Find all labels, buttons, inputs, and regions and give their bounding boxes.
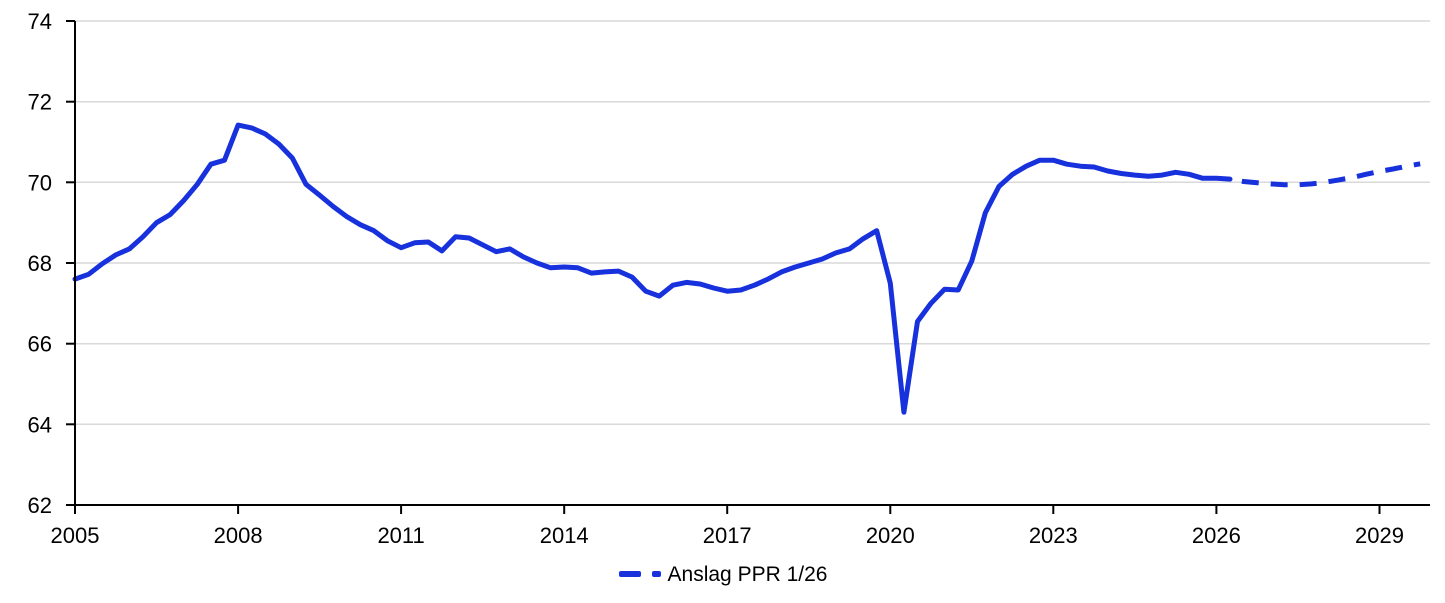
legend: Anslag PPR 1/26 [0,556,1445,592]
y-tick-label: 70 [28,170,52,195]
y-tick-label: 66 [28,332,52,357]
x-tick-label: 2017 [703,523,752,548]
legend-dash-icon [618,571,661,577]
x-tick-label: 2020 [866,523,915,548]
y-tick-label: 64 [28,412,52,437]
series-actual-line [72,122,1233,415]
x-tick-label: 2008 [214,523,263,548]
x-tick-label: 2026 [1192,523,1241,548]
y-tick-label: 72 [28,90,52,115]
y-tick-label: 68 [28,251,52,276]
y-tick-label: 74 [28,9,52,34]
x-tick-label: 2023 [1029,523,1078,548]
series-forecast-line [1229,161,1421,188]
x-tick-label: 2029 [1355,523,1404,548]
x-tick-label: 2011 [377,523,424,548]
y-tick-label: 62 [28,493,52,518]
legend-label: Anslag PPR 1/26 [667,562,828,586]
x-tick-label: 2014 [540,523,589,548]
x-tick-label: 2005 [51,523,100,548]
plot-area: 62 64 66 68 70 72 74 2005 2008 2011 2014 2017 2020 20… [28,9,1430,548]
